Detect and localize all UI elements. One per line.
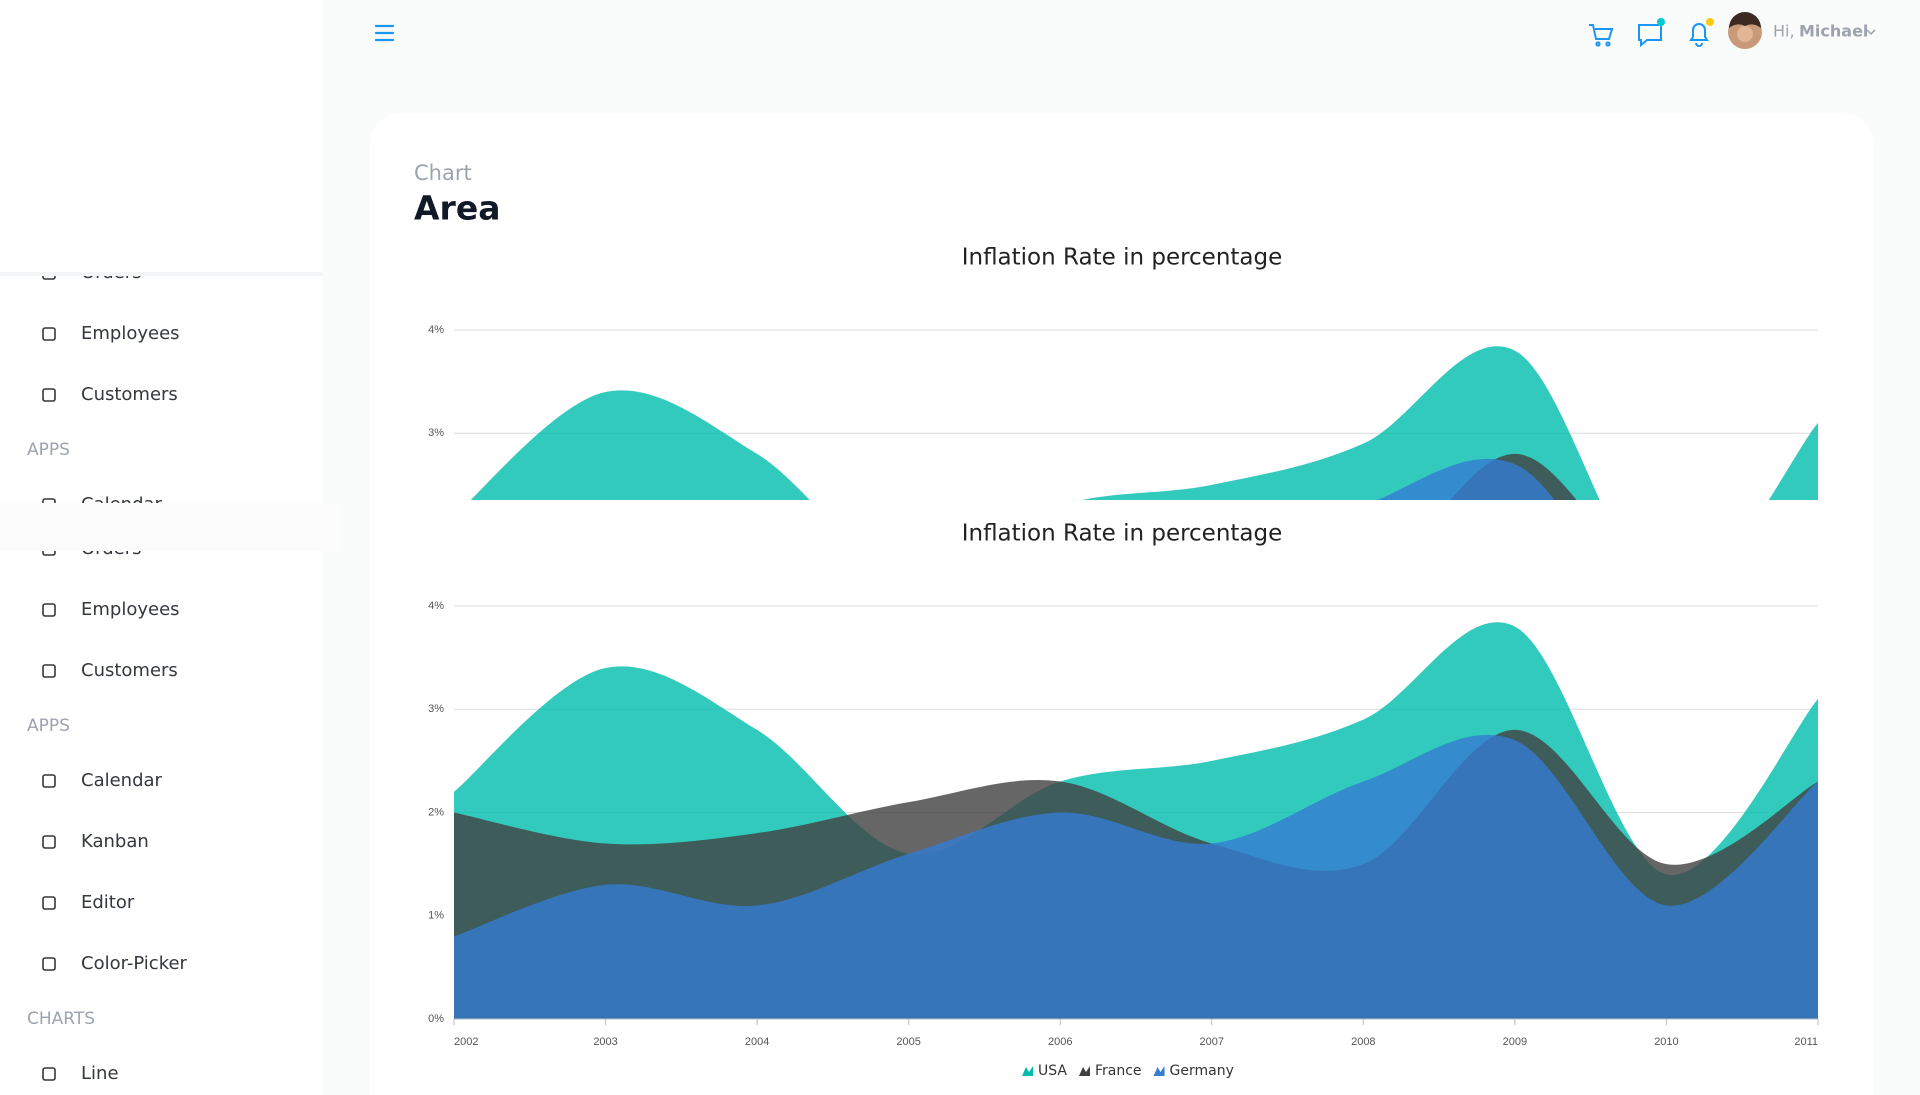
sidebar-item[interactable]: Customers — [42, 384, 178, 405]
sidebar-icon — [42, 835, 56, 849]
sidebar-item-label: Employees — [81, 323, 180, 344]
area — [1377, 459, 1555, 500]
x-tick-label: 2008 — [1351, 1036, 1375, 1048]
x-tick-label: 2005 — [896, 1036, 920, 1048]
legend-item[interactable]: Germany — [1153, 1063, 1234, 1079]
chart: Inflation Rate in percentage 0% 1% 2% 3% 4% 20… — [428, 521, 1819, 1079]
sidebar-menu-duplicate: OrdersEmployeesCustomersAPPSCalendarKanb… — [27, 262, 180, 515]
sidebar-item[interactable]: Calendar — [42, 770, 163, 791]
sidebar-icon — [42, 896, 56, 910]
y-tick-label: 3% — [428, 427, 444, 439]
legend-marker — [1022, 1066, 1033, 1076]
sidebar-item-label: Customers — [81, 660, 178, 681]
x-tick-label: 2010 — [1654, 1036, 1678, 1048]
x-tick-label: 2002 — [454, 1036, 478, 1048]
cart-button[interactable] — [1589, 24, 1614, 47]
user-name: Michael — [1799, 22, 1868, 41]
sidebar-shadow — [0, 272, 323, 276]
y-tick-label: 2% — [428, 806, 444, 818]
sidebar-item[interactable]: Employees — [42, 323, 180, 344]
y-tick-label: 1% — [428, 910, 444, 922]
sidebar-icon — [42, 327, 56, 341]
menu-button[interactable] — [374, 24, 395, 42]
chart-title: Inflation Rate in percentage — [962, 521, 1283, 547]
x-tick-label: 2004 — [745, 1036, 769, 1048]
sidebar-item[interactable]: Calendar — [42, 494, 163, 515]
sidebar-icon — [42, 957, 56, 971]
x-tick-label: 2006 — [1048, 1036, 1072, 1048]
y-tick-label: 3% — [428, 703, 444, 715]
sidebar-item[interactable]: Line — [42, 1063, 119, 1084]
profile-button[interactable]: Hi, Michael — [1728, 12, 1876, 49]
legend-label: USA — [1038, 1063, 1067, 1079]
sidebar-icon — [42, 388, 56, 402]
sidebar-item[interactable]: Editor — [42, 892, 135, 913]
x-tick-label: 2011 — [1794, 1036, 1818, 1048]
y-tick-label: 4% — [428, 324, 444, 336]
sidebar-item[interactable]: Color-Picker — [42, 953, 188, 974]
sidebar-item[interactable]: Orders — [42, 538, 142, 559]
sidebar-item-label: Orders — [81, 538, 142, 559]
sidebar-heading: CHARTS — [27, 1009, 95, 1029]
legend-item[interactable]: France — [1078, 1063, 1142, 1079]
area — [454, 734, 1818, 1019]
sidebar-item[interactable]: Customers — [42, 660, 178, 681]
x-tick-label: 2007 — [1200, 1036, 1224, 1048]
sidebar-icon — [42, 774, 56, 788]
sidebar-item-label: Calendar — [81, 494, 163, 515]
sidebar-item-label: Orders — [81, 262, 142, 283]
legend-label: Germany — [1170, 1063, 1234, 1079]
sidebar-item-label: Kanban — [81, 831, 149, 852]
sidebar-heading: APPS — [27, 440, 70, 460]
sidebar-item-label: Customers — [81, 384, 178, 405]
sidebar-item[interactable]: Orders — [42, 262, 142, 283]
sidebar-item-label: Line — [81, 1063, 119, 1084]
y-tick-label: 4% — [428, 600, 444, 612]
sidebar-shadow — [0, 503, 340, 551]
sidebar-icon — [42, 498, 56, 503]
chat-button[interactable] — [1638, 18, 1665, 48]
legend-marker — [1153, 1066, 1165, 1076]
chart-title: Inflation Rate in percentage — [962, 245, 1283, 271]
sidebar-item-label: Editor — [81, 892, 135, 913]
legend-item[interactable]: USA — [1022, 1063, 1067, 1079]
page-title: Area — [414, 189, 500, 228]
x-tick-label: 2003 — [593, 1036, 617, 1048]
notification-button[interactable] — [1689, 18, 1714, 47]
sidebar-item-label: Color-Picker — [81, 953, 188, 974]
sidebar-heading: APPS — [27, 716, 70, 736]
legend-label: France — [1095, 1063, 1142, 1079]
chart-duplicate: Inflation Rate in percentage0%1%2%3%4%20… — [428, 245, 1818, 500]
y-tick-label: 0% — [428, 1013, 444, 1025]
sidebar-item[interactable]: Kanban — [42, 831, 149, 852]
sidebar-icon — [42, 276, 56, 280]
sidebar-item-label: Employees — [81, 599, 180, 620]
sidebar-item[interactable]: Employees — [42, 599, 180, 620]
sidebar-menu: Orders Employees Customers APPS Calendar Kanb… — [27, 538, 188, 1084]
greeting: Hi, — [1773, 22, 1795, 41]
x-tick-label: 2009 — [1503, 1036, 1527, 1048]
sidebar-icon — [42, 603, 56, 617]
sidebar-icon — [42, 551, 56, 556]
sidebar-item-label: Calendar — [81, 770, 163, 791]
legend-marker — [1078, 1066, 1090, 1076]
sidebar-icon — [42, 1067, 56, 1081]
sidebar-icon — [42, 664, 56, 678]
page-category: Chart — [414, 161, 472, 185]
